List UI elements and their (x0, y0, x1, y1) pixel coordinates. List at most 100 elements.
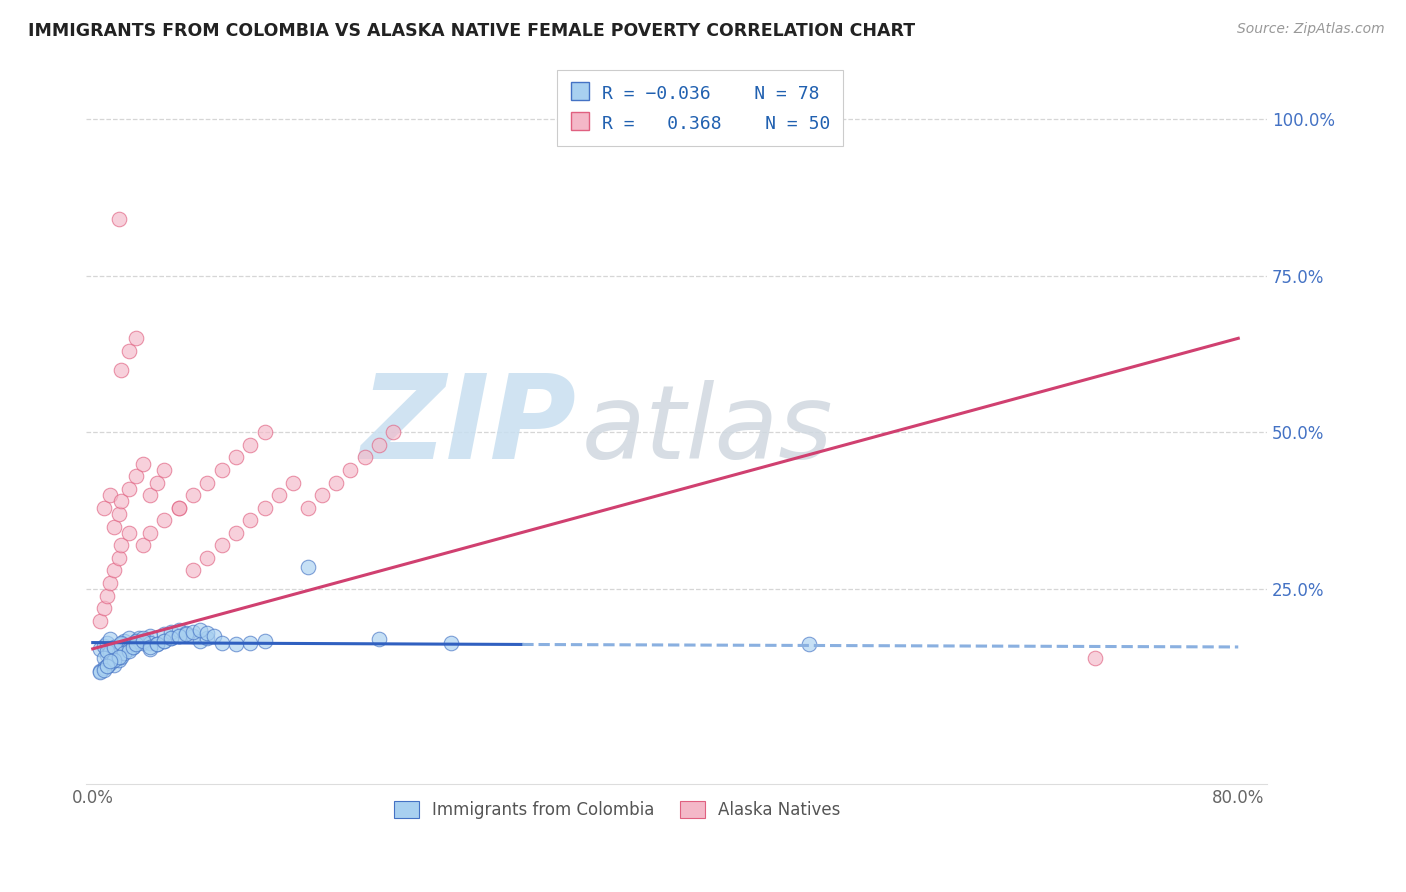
Point (107, 646, 129, 660)
Point (167, 629, 190, 643)
Point (139, 488, 162, 502)
Point (181, 624, 204, 639)
Point (112, 646, 135, 660)
Point (204, 629, 226, 643)
Point (368, 632, 391, 647)
Point (195, 626, 218, 640)
Point (181, 488, 204, 502)
Point (181, 563, 204, 577)
Point (174, 627, 197, 641)
Point (98, 576, 121, 591)
Point (253, 500, 276, 515)
Point (98, 488, 121, 502)
Point (110, 637, 132, 651)
Point (103, 641, 125, 656)
Point (139, 525, 162, 540)
Point (117, 343, 139, 358)
Point (136, 632, 159, 647)
Point (1084, 651, 1107, 665)
Point (110, 650, 132, 665)
Point (160, 624, 183, 639)
Point (110, 362, 132, 376)
Point (311, 488, 333, 502)
Point (253, 633, 276, 648)
Point (368, 438, 391, 452)
Point (117, 631, 139, 645)
Point (107, 550, 129, 565)
Point (239, 635, 262, 649)
Point (103, 640, 125, 654)
Point (153, 633, 176, 648)
Point (132, 635, 155, 649)
Point (107, 652, 129, 666)
Point (153, 463, 176, 477)
Point (297, 500, 319, 515)
Point (325, 475, 347, 490)
Point (225, 525, 247, 540)
Point (121, 640, 143, 654)
Point (107, 212, 129, 227)
Text: atlas: atlas (582, 380, 834, 480)
Point (167, 500, 190, 515)
Point (93, 663, 115, 677)
Point (125, 633, 148, 648)
Point (93, 661, 115, 675)
Point (89, 665, 111, 679)
Point (110, 635, 132, 649)
Point (174, 626, 197, 640)
Point (211, 635, 233, 649)
Point (353, 450, 375, 465)
Point (797, 637, 820, 651)
Point (96, 644, 118, 658)
Point (181, 629, 204, 643)
Point (146, 475, 169, 490)
Point (188, 623, 211, 637)
Point (160, 631, 183, 645)
Point (98, 657, 121, 671)
Point (253, 425, 276, 440)
Point (98, 654, 121, 668)
Point (107, 650, 129, 665)
Point (153, 513, 176, 527)
Point (96, 589, 118, 603)
Point (89, 614, 111, 628)
Point (103, 563, 125, 577)
Point (225, 450, 247, 465)
Text: ZIP: ZIP (360, 368, 576, 483)
Point (103, 519, 125, 533)
Point (128, 631, 150, 645)
Point (167, 623, 190, 637)
Point (107, 640, 129, 654)
Point (160, 631, 183, 645)
Point (382, 425, 405, 440)
Point (112, 633, 135, 648)
Point (117, 525, 139, 540)
Point (146, 637, 169, 651)
Point (188, 633, 211, 648)
Point (110, 637, 132, 651)
Point (110, 494, 132, 508)
Text: Source: ZipAtlas.com: Source: ZipAtlas.com (1237, 22, 1385, 37)
Point (93, 500, 115, 515)
Point (96, 658, 118, 673)
Point (132, 538, 155, 552)
Point (125, 637, 148, 651)
Point (211, 538, 233, 552)
Point (125, 469, 148, 483)
Point (117, 482, 139, 496)
Point (125, 331, 148, 345)
Point (96, 658, 118, 673)
Point (98, 645, 121, 659)
Point (96, 648, 118, 662)
Point (239, 438, 262, 452)
Point (139, 629, 162, 643)
Point (297, 560, 319, 574)
Point (283, 475, 305, 490)
Point (107, 507, 129, 521)
Point (96, 635, 118, 649)
Text: IMMIGRANTS FROM COLOMBIA VS ALASKA NATIVE FEMALE POVERTY CORRELATION CHART: IMMIGRANTS FROM COLOMBIA VS ALASKA NATIV… (28, 22, 915, 40)
Point (167, 629, 190, 643)
Point (132, 457, 155, 471)
Point (125, 633, 148, 648)
Point (225, 637, 247, 651)
